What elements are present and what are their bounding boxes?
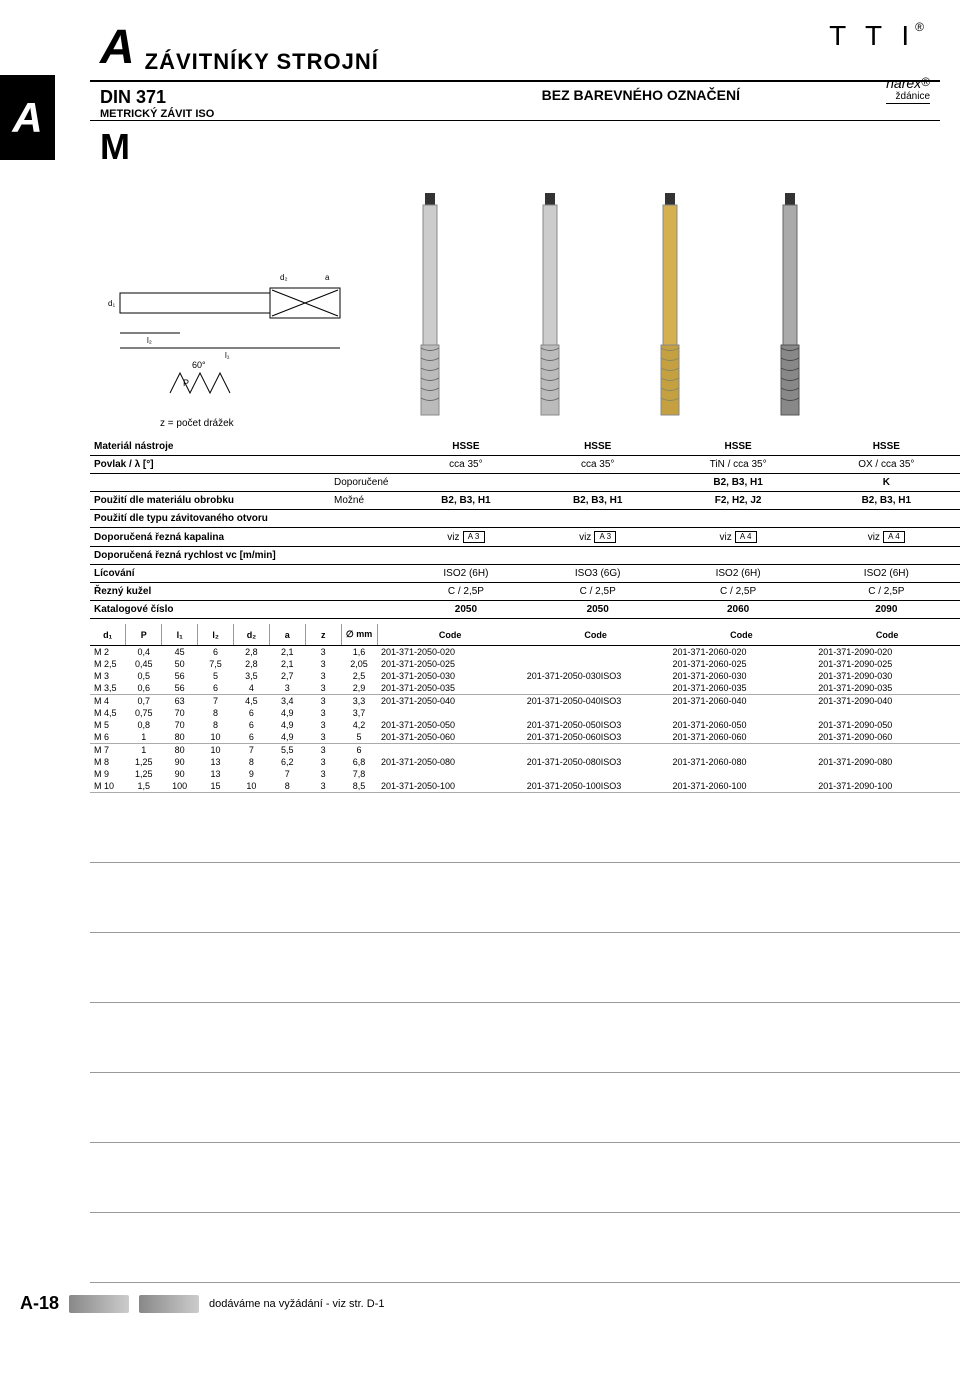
data-table: d₁Pl₁l₂d₂az∅ mmCodeCodeCodeCode M 20,445…: [90, 624, 960, 1283]
page-title: ZÁVITNÍKY STROJNÍ: [145, 49, 379, 75]
footer-icon-1: [69, 1295, 129, 1313]
header-letter: A: [100, 20, 135, 75]
din-label: DIN 371: [100, 87, 214, 108]
footer-note: dodáváme na vyžádání - viz str. D-1: [209, 1298, 384, 1310]
tap-image-3: [610, 168, 730, 438]
metric-label: METRICKÝ ZÁVIT ISO: [100, 108, 214, 120]
svg-text:60°: 60°: [192, 360, 206, 370]
side-tab: A: [0, 75, 55, 160]
tap-image-2: [490, 168, 610, 438]
page-number: A-18: [20, 1293, 59, 1314]
svg-text:d₁: d₁: [108, 299, 115, 308]
tap-image-1: [370, 168, 490, 438]
z-note: z = počet drážek: [160, 418, 370, 429]
svg-text:P: P: [183, 378, 189, 388]
svg-text:d₂: d₂: [280, 273, 288, 282]
tap-image-4: [730, 168, 850, 438]
svg-text:l₂: l₂: [147, 336, 152, 345]
tti-logo: T T I®: [829, 20, 930, 52]
footer-icon-2: [139, 1295, 199, 1313]
svg-text:a: a: [325, 273, 330, 282]
spec-table: Materiál nástrojeHSSEHSSEHSSEHSSEPovlak …: [90, 438, 960, 619]
narex-logo: narex® ždánice: [886, 75, 930, 104]
svg-text:l₁: l₁: [225, 351, 230, 360]
m-label: M: [100, 126, 940, 168]
technical-diagram: l₂ l₁ d₁ d₂ a 60° P z = počet drážek: [100, 168, 370, 438]
color-label: BEZ BAREVNÉHO OZNAČENÍ: [542, 87, 740, 120]
